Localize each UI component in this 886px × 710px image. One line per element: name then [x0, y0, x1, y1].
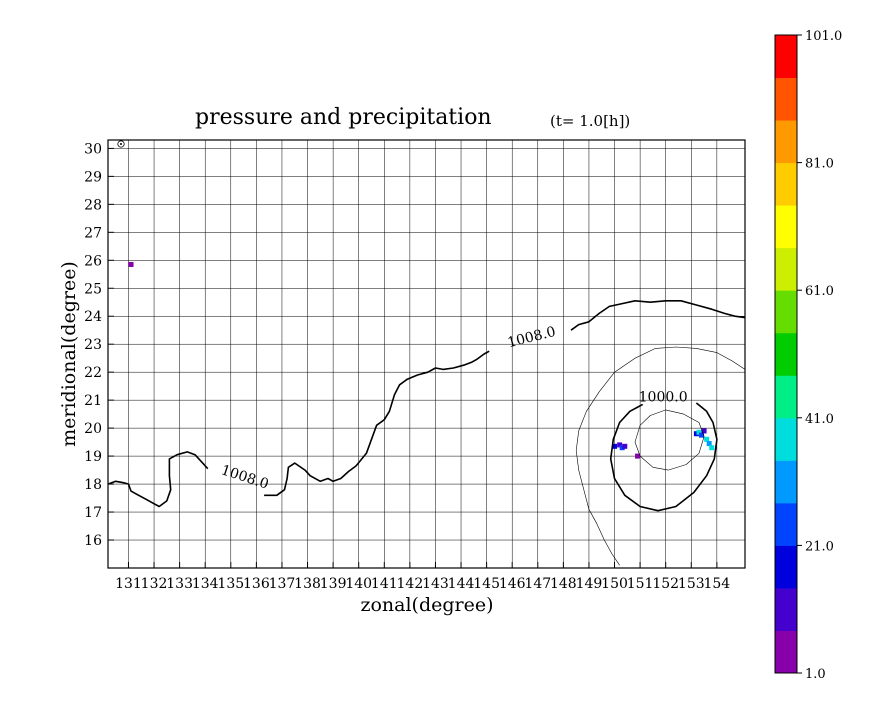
x-tick-label: 154	[703, 576, 730, 592]
x-tick-label: 140	[345, 576, 372, 592]
colorbar-segment	[775, 587, 797, 631]
y-axis-ticks: 16 17 18 19 20 21 22 23 24 25 26 27 28 29 30	[84, 141, 114, 549]
precip-cell	[701, 428, 707, 434]
x-tick-label: 145	[473, 576, 500, 592]
x-tick-label: 131	[115, 576, 142, 592]
precip-cell	[704, 436, 710, 442]
x-tick-label: 142	[397, 576, 424, 592]
y-tick-label: 17	[84, 505, 102, 521]
contour-line	[609, 402, 718, 512]
colorbar-segment	[775, 205, 797, 249]
precip-cell	[709, 445, 715, 451]
colorbar-segment	[775, 417, 797, 461]
contour-line	[570, 300, 746, 331]
x-axis-ticks: 1311321331341351361371381391401411421431…	[115, 562, 730, 592]
precip-cell	[706, 441, 712, 447]
colorbar-segment	[775, 247, 797, 291]
colorbar-segment	[775, 332, 797, 376]
contour-line	[575, 346, 746, 566]
x-tick-label: 135	[217, 576, 244, 592]
y-tick-label: 20	[84, 421, 102, 437]
x-tick-label: 144	[448, 576, 475, 592]
y-tick-label: 30	[84, 141, 102, 157]
x-tick-label: 148	[550, 576, 577, 592]
colorbar-segment	[775, 460, 797, 504]
precip-cell	[696, 429, 702, 435]
x-tick-label: 143	[422, 576, 449, 592]
chart-title-time: (t= 1.0[h])	[550, 112, 630, 130]
colorbar-segment	[775, 545, 797, 589]
y-tick-label: 19	[84, 449, 102, 465]
y-tick-label: 23	[84, 337, 102, 353]
x-tick-label: 139	[320, 576, 347, 592]
colorbar-tick-label: 81.0	[805, 157, 834, 172]
precip-cell	[128, 261, 134, 267]
x-tick-label: 147	[524, 576, 551, 592]
colorbar-segment	[775, 290, 797, 334]
grid-lines	[108, 140, 745, 568]
colorbar-tick-label: 41.0	[805, 412, 834, 427]
precip-cell	[699, 432, 705, 438]
precip-cell	[635, 453, 641, 459]
contour-label: 1008.0	[506, 324, 557, 351]
precip-cell	[622, 443, 628, 449]
colorbar-segment	[775, 120, 797, 164]
colorbar-segment	[775, 502, 797, 546]
colorbar	[774, 34, 798, 674]
x-axis-label: zonal(degree)	[360, 594, 493, 616]
x-tick-label: 150	[601, 576, 628, 592]
x-tick-label: 138	[294, 576, 321, 592]
y-tick-label: 28	[84, 197, 102, 213]
y-tick-label: 24	[84, 309, 102, 325]
x-tick-label: 146	[499, 576, 526, 592]
pressure-contours	[107, 300, 746, 566]
colorbar-segment	[775, 630, 797, 674]
precipitation-cells	[128, 261, 715, 459]
contour-line	[107, 451, 209, 508]
precip-cell	[619, 445, 625, 451]
x-tick-label: 149	[576, 576, 603, 592]
y-tick-label: 22	[84, 365, 102, 381]
colorbar-segment	[775, 77, 797, 121]
x-tick-label: 133	[166, 576, 193, 592]
y-axis-label: meridional(degree)	[58, 261, 80, 447]
y-tick-label: 18	[84, 477, 102, 493]
y-tick-label: 21	[84, 393, 102, 409]
colorbar-frame	[774, 34, 798, 674]
x-tick-label: 134	[192, 576, 219, 592]
colorbar-tick-label: 21.0	[805, 539, 834, 554]
colorbar-segment	[775, 162, 797, 206]
precip-cell	[693, 431, 699, 437]
x-tick-label: 137	[269, 576, 296, 592]
contour-line	[264, 350, 490, 497]
chart-title: pressure and precipitation	[195, 105, 492, 130]
y-tick-label: 29	[84, 169, 102, 185]
y-tick-label: 16	[84, 533, 102, 549]
colorbar-segment	[775, 375, 797, 419]
colorbar-tick-label: 101.0	[805, 29, 842, 44]
plot-frame	[107, 139, 746, 569]
x-tick-label: 151	[627, 576, 654, 592]
colorbar-segment	[775, 35, 797, 79]
contour-label: 1008.0	[219, 462, 271, 492]
x-tick-label: 153	[678, 576, 705, 592]
y-tick-label: 27	[84, 225, 102, 241]
y-tick-label: 25	[84, 281, 102, 297]
y-tick-label: 26	[84, 253, 102, 269]
x-tick-label: 136	[243, 576, 270, 592]
x-tick-label: 141	[371, 576, 398, 592]
corner-logo	[117, 140, 125, 148]
colorbar-tick-label: 61.0	[805, 284, 834, 299]
contour-line	[634, 409, 705, 471]
x-tick-label: 132	[141, 576, 168, 592]
precip-cell	[617, 442, 623, 448]
precip-cell	[612, 443, 618, 449]
contour-label: 1000.0	[639, 390, 688, 406]
colorbar-tick-label: 1.0	[805, 667, 826, 682]
colorbar-ticks: 1.0 21.0 41.0 61.0 81.0 101.0	[797, 29, 842, 682]
x-tick-label: 152	[652, 576, 679, 592]
